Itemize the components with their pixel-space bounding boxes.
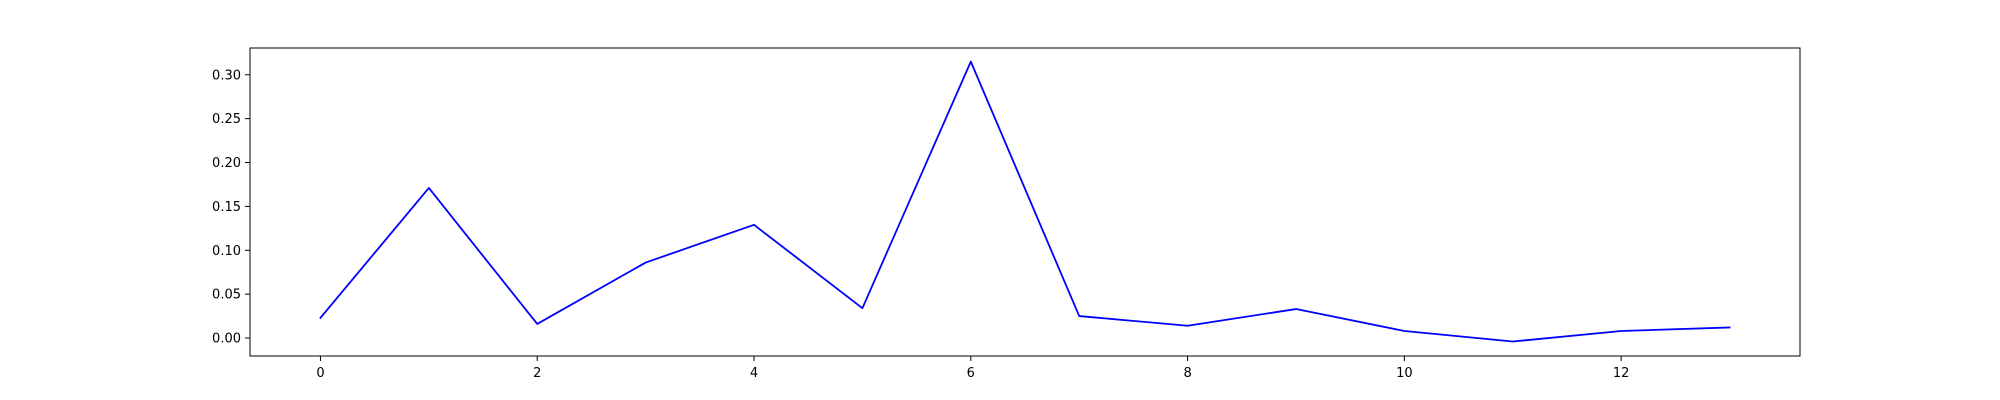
x-tick-label: 4 [750,366,758,381]
x-tick-label: 8 [1183,366,1191,381]
y-tick-label: 0.00 [212,332,241,347]
y-tick-label: 0.15 [212,200,241,215]
plot-area: 0 2 4 6 8 10 12 0.00 0.05 0.10 0.15 0.20 0.25 0.30 [212,47,1801,381]
series-layer [319,60,1731,343]
x-tick-label: 6 [967,366,975,381]
x-tick-label: 2 [533,366,541,381]
x-tick-label: 10 [1396,366,1413,381]
y-tick-label: 0.05 [212,288,241,303]
y-tick-label: 0.25 [212,112,241,127]
x-tick-label: 0 [316,366,324,381]
x-axis: 0 2 4 6 8 10 12 [316,356,1629,381]
axes-frame [249,47,1801,357]
y-tick-label: 0.10 [212,244,241,259]
y-tick-label: 0.30 [212,68,241,83]
y-axis: 0.00 0.05 0.10 0.15 0.20 0.25 0.30 [212,68,250,347]
y-tick-label: 0.20 [212,156,241,171]
series-line [319,60,1731,343]
x-tick-label: 12 [1613,366,1630,381]
